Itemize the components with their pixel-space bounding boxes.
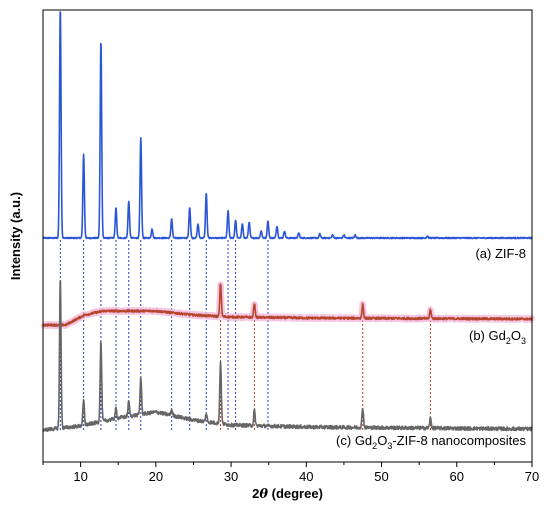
x-tick-label: 50 [374, 469, 388, 484]
x-tick-label: 20 [149, 469, 163, 484]
x-tick-label: 70 [525, 469, 539, 484]
composite-label: (c) Gd2O3-ZIF-8 nanocomposites [336, 433, 526, 451]
x-tick-label: 10 [73, 469, 87, 484]
zif8-label: (a) ZIF-8 [475, 246, 526, 261]
x-axis-title: 2θ (degree) [252, 486, 323, 502]
plot-frame [42, 9, 533, 463]
x-tick-label: 60 [450, 469, 464, 484]
composite-trace [42, 280, 533, 433]
x-tick-label: 30 [224, 469, 238, 484]
y-axis-title: Intensity (a.u.) [8, 192, 23, 280]
zif8-trace [42, 11, 533, 240]
gd2o3-label: (b) Gd2O3 [469, 328, 526, 346]
x-tick-label: 40 [299, 469, 313, 484]
gd2o3-trace [42, 283, 533, 327]
